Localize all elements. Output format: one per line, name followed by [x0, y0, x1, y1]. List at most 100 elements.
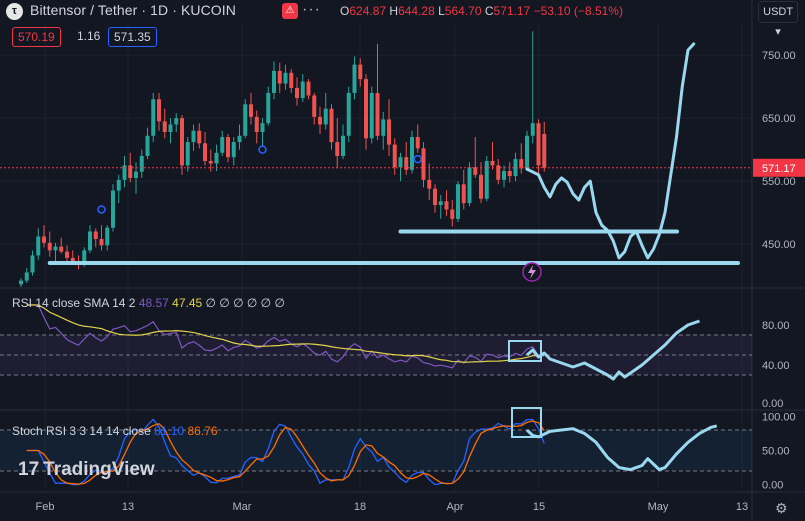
- candle-body: [421, 148, 426, 180]
- symbol-title[interactable]: Bittensor / Tether · 1D · KUCOIN: [30, 2, 237, 18]
- stoch-name: Stoch RSI: [12, 424, 67, 438]
- open-value: 624.87: [349, 4, 387, 18]
- high-label: H: [389, 4, 399, 18]
- last-price-tag: [753, 158, 805, 177]
- candle-body: [82, 250, 87, 265]
- tradingview-logo-icon: 17: [18, 459, 40, 480]
- candle-body: [116, 179, 121, 191]
- candle-body: [387, 119, 391, 145]
- gear-icon[interactable]: ⚙: [775, 500, 788, 516]
- rsi-params: 14 close SMA 14 2: [35, 296, 136, 310]
- candle-body: [450, 209, 455, 219]
- candle-body: [352, 64, 357, 93]
- candle-body: [128, 165, 133, 178]
- candle-body: [536, 123, 541, 166]
- rsi-name: RSI: [12, 296, 33, 310]
- price-tick-label: 450.00: [762, 239, 796, 251]
- more-dots-icon[interactable]: ···: [302, 1, 321, 18]
- candle-body: [375, 92, 380, 136]
- candle-body: [295, 87, 299, 98]
- candle-body: [329, 108, 334, 143]
- candle-body: [369, 92, 374, 139]
- candle-body: [456, 184, 460, 219]
- candle-body: [490, 160, 495, 166]
- bittensor-logo-icon[interactable]: τ: [6, 3, 23, 20]
- drawing-overlays: [0, 42, 752, 282]
- candle-body: [519, 159, 524, 169]
- sell-price-button[interactable]: 570.19: [12, 27, 61, 47]
- low-value: 564.70: [444, 4, 482, 18]
- rsi-series: [0, 304, 752, 381]
- time-tick-label: Mar: [233, 501, 252, 513]
- rsi-tick-label: 40.00: [762, 360, 790, 372]
- candle-body: [111, 190, 115, 228]
- rsi-line: [26, 304, 545, 369]
- stoch-params: 3 3 14 14 close: [69, 424, 151, 438]
- candle-body: [364, 79, 368, 139]
- dividend-marker: [258, 145, 267, 154]
- dividend-marker: [97, 205, 106, 214]
- candle-body: [168, 124, 173, 132]
- candle-body: [65, 251, 69, 258]
- candle-body: [444, 201, 449, 210]
- candle-body: [162, 121, 167, 132]
- stoch-k-value: 81.10: [154, 424, 185, 438]
- candlestick-series: [19, 31, 547, 287]
- market-closed-icon[interactable]: ⚠: [282, 3, 298, 19]
- candle-body: [323, 108, 328, 125]
- currency-selector[interactable]: USDT ▾: [758, 1, 798, 38]
- rsi-legend[interactable]: RSI 14 close SMA 14 2 48.57 47.45 ∅ ∅ ∅ …: [12, 296, 285, 310]
- price-tick-label: 550.00: [762, 176, 796, 188]
- close-label: C: [484, 4, 494, 18]
- time-tick-label: 13: [122, 501, 134, 513]
- candle-body: [203, 143, 207, 161]
- dividend-marker: [413, 154, 422, 164]
- stoch-rsi-legend[interactable]: Stoch RSI 3 3 14 14 close 81.10 86.76: [12, 424, 218, 438]
- stoch-d-line: [26, 420, 545, 485]
- rsi-value: 48.57: [138, 296, 169, 310]
- tradingview-logo[interactable]: 17 TradingView: [18, 459, 155, 481]
- open-label: O: [340, 4, 350, 18]
- high-value: 644.28: [398, 4, 435, 18]
- candle-body: [318, 116, 322, 125]
- candle-body: [410, 137, 414, 170]
- stoch-k-line: [26, 418, 545, 486]
- candle-body: [145, 135, 150, 156]
- rsi-tick-label: 80.00: [762, 320, 790, 332]
- candle-body: [24, 272, 29, 281]
- buy-price-button[interactable]: 571.35: [108, 27, 157, 47]
- price-tick-label: 650.00: [762, 113, 796, 125]
- candle-body: [530, 123, 535, 136]
- projection-path: [525, 42, 696, 260]
- rsi-highlight-box: [508, 340, 542, 362]
- candle-body: [341, 135, 345, 156]
- candle-body: [507, 171, 512, 177]
- low-label: L: [438, 4, 445, 18]
- candle-body: [30, 255, 35, 273]
- candle-body: [392, 144, 397, 168]
- candle-body: [226, 137, 230, 158]
- stoch-rsi-series: [0, 407, 752, 486]
- candle-body: [381, 119, 386, 136]
- close-value: 571.17: [493, 4, 531, 18]
- candle-body: [254, 116, 259, 132]
- time-tick-label: 15: [533, 501, 545, 513]
- candle-body: [19, 280, 23, 285]
- candle-body: [335, 142, 340, 156]
- candle-body: [496, 165, 501, 180]
- candle-body: [346, 92, 351, 136]
- candle-body: [502, 171, 506, 180]
- candle-body: [283, 72, 288, 84]
- candle-body: [433, 188, 437, 206]
- stoch-tick-label: 100.00: [762, 411, 796, 423]
- candle-body: [134, 171, 138, 178]
- candle-body: [404, 157, 409, 170]
- last-price-label: 571.17: [762, 163, 796, 175]
- candle-body: [185, 142, 190, 166]
- candle-body: [484, 160, 489, 199]
- candle-body: [272, 70, 276, 93]
- candle-body: [249, 104, 253, 117]
